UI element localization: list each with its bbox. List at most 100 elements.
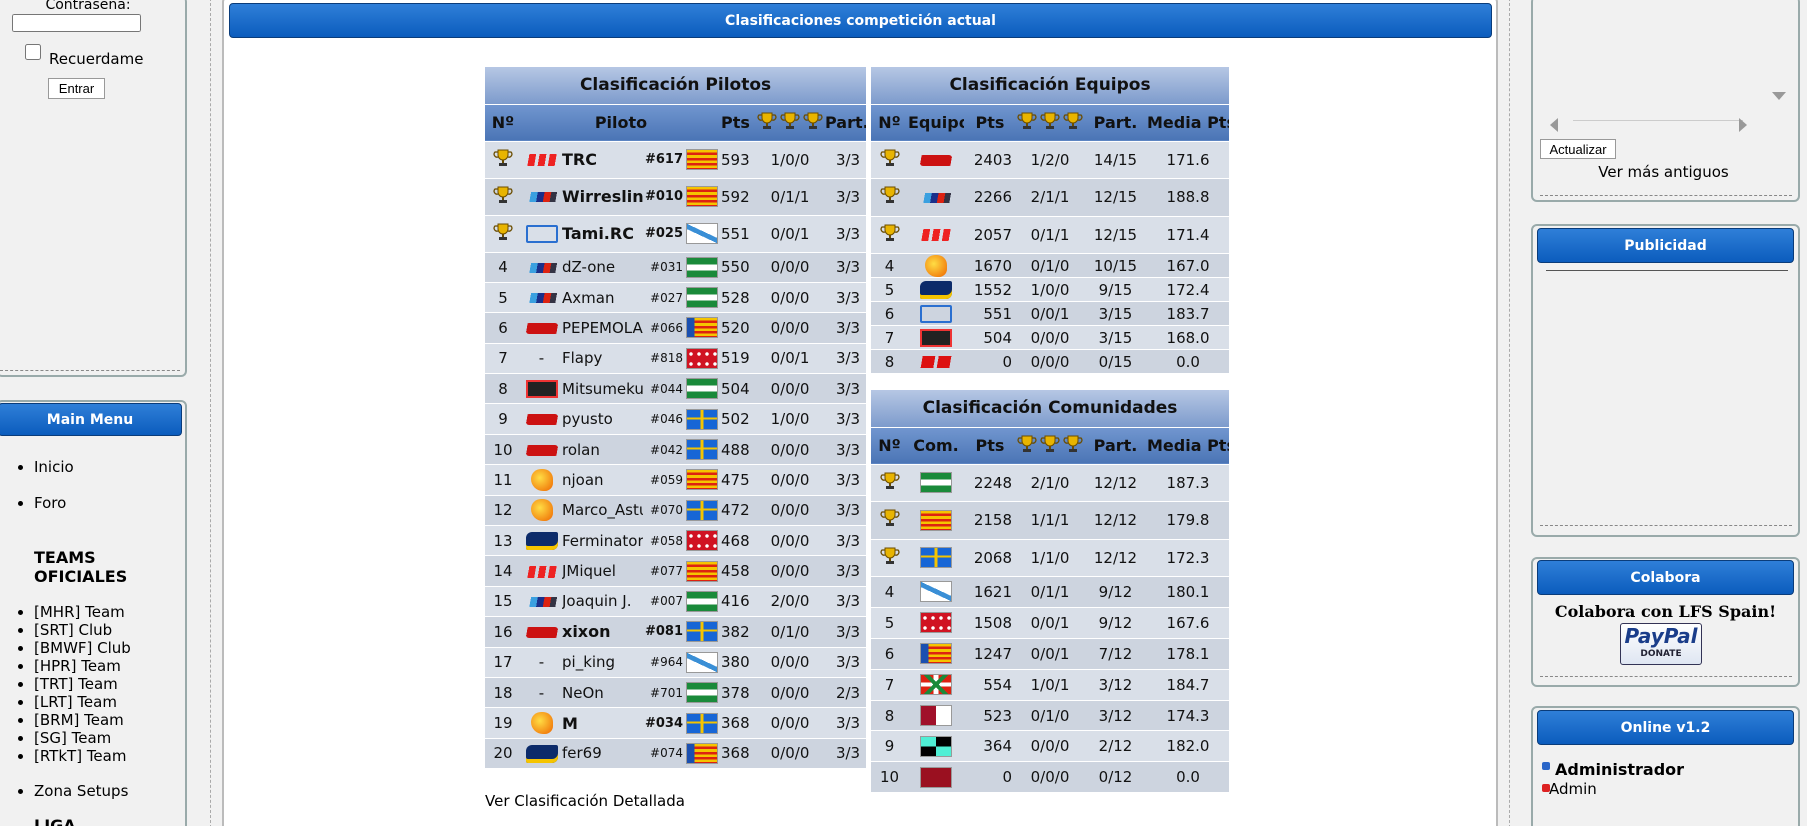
- details-link[interactable]: Ver Clasificación Detallada: [485, 792, 685, 810]
- flag: [683, 312, 721, 344]
- flag-icon: [686, 223, 718, 244]
- points: 2057: [964, 216, 1016, 254]
- trophies: 1/0/0: [755, 403, 825, 435]
- icon: [908, 539, 964, 577]
- team-logo: [525, 596, 558, 607]
- participation: 9/12: [1084, 576, 1147, 608]
- flag-icon: [920, 735, 952, 757]
- flag: [683, 434, 721, 466]
- icon: [908, 216, 964, 254]
- menu-item[interactable]: Foro: [34, 494, 74, 512]
- password-input[interactable]: [12, 14, 141, 32]
- flag: [683, 586, 721, 618]
- points: 1508: [964, 607, 1016, 639]
- trophies: 1/0/1: [1016, 669, 1084, 701]
- position: 8: [485, 373, 521, 405]
- participation: 9/12: [1084, 607, 1147, 639]
- trophy-icon: [780, 111, 800, 135]
- menu-item[interactable]: [SG] Team: [34, 729, 131, 747]
- average: 171.4: [1147, 216, 1230, 254]
- menu-item[interactable]: [HPR] Team: [34, 657, 131, 675]
- points: 380: [721, 647, 755, 678]
- divider: [1546, 270, 1788, 271]
- refresh-button[interactable]: Actualizar: [1540, 139, 1616, 159]
- menu-item[interactable]: [TRT] Team: [34, 675, 131, 693]
- flag: [683, 495, 721, 527]
- pilot-row: 18- NeOn #701 378 0/0/0 2/3: [485, 677, 867, 709]
- login-button[interactable]: Entrar: [48, 78, 105, 99]
- menu-item[interactable]: [LRT] Team: [34, 693, 131, 711]
- trophy-icons: [1017, 434, 1083, 458]
- flag-icon: [686, 742, 718, 764]
- average: 167.0: [1147, 253, 1230, 278]
- trophy-icon: [1017, 111, 1037, 135]
- ranking-row: 5 1508 0/0/1 9/12 167.6: [871, 607, 1230, 639]
- pilot-name: NeOn: [562, 677, 643, 709]
- menu-item[interactable]: [BMWF] Club: [34, 639, 131, 657]
- pilot-number: #074: [643, 738, 683, 770]
- flag: [683, 738, 721, 770]
- scroll-right[interactable]: [1737, 117, 1749, 133]
- remember-checkbox[interactable]: [25, 44, 41, 60]
- average: 183.7: [1147, 301, 1230, 326]
- older-link[interactable]: Ver más antiguos: [1598, 163, 1729, 181]
- trophies: 0/1/0: [1016, 253, 1084, 278]
- icon: [908, 576, 964, 608]
- trophy-icon: [1063, 434, 1083, 458]
- menu-item[interactable]: Inicio: [34, 458, 74, 476]
- ranking-row: 2158 1/1/1 12/12 179.8: [871, 501, 1230, 540]
- trophies: 0/0/0: [755, 555, 825, 587]
- pilot-number: #007: [643, 586, 683, 618]
- trophies: 0/1/1: [1016, 216, 1084, 254]
- trophies: 0/1/0: [755, 616, 825, 648]
- pilot-name: JMiquel: [562, 555, 643, 587]
- pilot-number: #031: [643, 252, 683, 283]
- header-row: Nº Piloto Pts Part.: [485, 104, 867, 142]
- flag: [683, 464, 721, 496]
- scroll-left[interactable]: [1548, 117, 1560, 133]
- online-user[interactable]: Admin: [1549, 780, 1597, 798]
- ranking-row: 10 0 0/0/0 0/12 0.0: [871, 761, 1230, 794]
- pilot-number: #010: [643, 178, 683, 216]
- menu-list: Zona Setups: [0, 782, 128, 800]
- participation: 3/12: [1084, 669, 1147, 701]
- average: 174.3: [1147, 700, 1230, 732]
- menu-item[interactable]: Zona Setups: [34, 782, 128, 800]
- team: [521, 282, 562, 314]
- menu-item[interactable]: [BRM] Team: [34, 711, 131, 729]
- participation: 3/3: [825, 464, 867, 496]
- center-frame: [210, 0, 1510, 826]
- team: [521, 252, 562, 283]
- scroll-down[interactable]: [1771, 90, 1787, 102]
- status-icon: [1542, 762, 1550, 770]
- menu-item[interactable]: [SRT] Club: [34, 621, 131, 639]
- team-logo: [925, 254, 947, 277]
- flag-icon: [920, 766, 952, 788]
- points: 519: [721, 343, 755, 375]
- menu-item[interactable]: [RTkT] Team: [34, 747, 131, 765]
- position: 19: [485, 707, 521, 739]
- menu-item[interactable]: [MHR] Team: [34, 603, 131, 621]
- trophies: 0/0/0: [755, 647, 825, 678]
- points: 2158: [964, 501, 1016, 540]
- trophy-icon: [493, 149, 513, 172]
- points: 551: [721, 215, 755, 253]
- scrollbar: [1573, 120, 1743, 132]
- participation: 3/3: [825, 312, 867, 344]
- flag-icon: [686, 287, 718, 309]
- online-user[interactable]: Administrador: [1555, 760, 1685, 779]
- trophy-icon: [1017, 434, 1037, 458]
- shoutbox-box: [1531, 0, 1800, 202]
- pilot-row: 19 M #034 368 0/0/0 3/3: [485, 707, 867, 739]
- pilot-name: PEPEMOLA: [562, 312, 643, 344]
- team: [521, 464, 562, 496]
- pilot-row: 4 dZ-one #031 550 0/0/0 3/3: [485, 252, 867, 283]
- points: 504: [964, 325, 1016, 350]
- trophy-icons: [1017, 111, 1083, 135]
- trophies: 0/0/1: [755, 343, 825, 375]
- position: [485, 215, 521, 253]
- paypal-button[interactable]: PayPal DONATE: [1620, 623, 1702, 665]
- pilot-name: Flapy: [562, 343, 643, 375]
- team-logo: [525, 322, 558, 334]
- ranking-row: 8 523 0/1/0 3/12 174.3: [871, 700, 1230, 732]
